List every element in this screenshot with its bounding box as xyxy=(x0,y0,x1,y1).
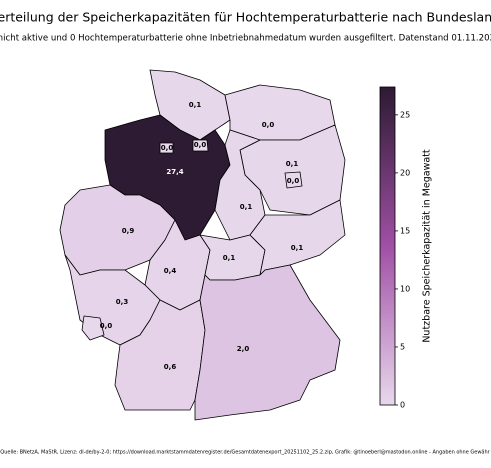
value-label: 0,0 xyxy=(287,177,300,185)
value-label: 27,4 xyxy=(166,168,183,176)
state xyxy=(284,171,303,189)
value-label: 0,1 xyxy=(240,203,253,211)
value-label: 0,1 xyxy=(286,160,299,168)
colorbar-tick-label: 20 xyxy=(400,168,410,177)
state xyxy=(192,139,209,152)
colorbar-tick-label: 10 xyxy=(400,284,410,293)
title: Verteilung der Speicherkapazitäten für H… xyxy=(0,10,491,25)
labels: 0,1 0,0 27,4 0,1 0,1 0,9 0,4 0,1 0,1 0,3 0,6 2,0 0,0… xyxy=(100,101,304,371)
value-label: 0,9 xyxy=(122,227,135,235)
colorbar-scale xyxy=(379,86,396,406)
value-label: 2,0 xyxy=(237,345,250,353)
colorbar-tick-label: 0 xyxy=(400,401,405,410)
value-label: 0,1 xyxy=(291,244,304,252)
colorbar-tick-label: 5 xyxy=(400,342,405,351)
state xyxy=(194,264,341,421)
value-label: 0,1 xyxy=(223,254,236,262)
source-note: Quelle: BNetzA, MaStR, Lizenz: dl-de/by-… xyxy=(0,450,490,456)
value-label: 0,3 xyxy=(116,298,129,306)
states xyxy=(59,69,346,421)
value-label: 0,4 xyxy=(164,267,177,275)
state xyxy=(81,315,105,341)
colorbar: 0 5 10 15 20 25 Nutzbare Speicherkapazität in … xyxy=(379,86,433,410)
value-label: 0,0 xyxy=(161,144,174,152)
value-label: 0,6 xyxy=(164,363,177,371)
value-label: 0,0 xyxy=(262,121,275,129)
state xyxy=(159,142,174,154)
colorbar-tick-label: 25 xyxy=(400,110,410,119)
subtitle: 0 nicht aktive und 0 Hochtemperaturbatte… xyxy=(0,34,491,44)
colorbar-tick-label: 15 xyxy=(400,226,410,235)
value-label: 0,0 xyxy=(100,322,113,330)
colorbar-label: Nutzbare Speicherkapazität in Megawatt xyxy=(422,149,433,343)
value-label: 0,1 xyxy=(189,101,202,109)
value-label: 0,0 xyxy=(194,141,207,149)
